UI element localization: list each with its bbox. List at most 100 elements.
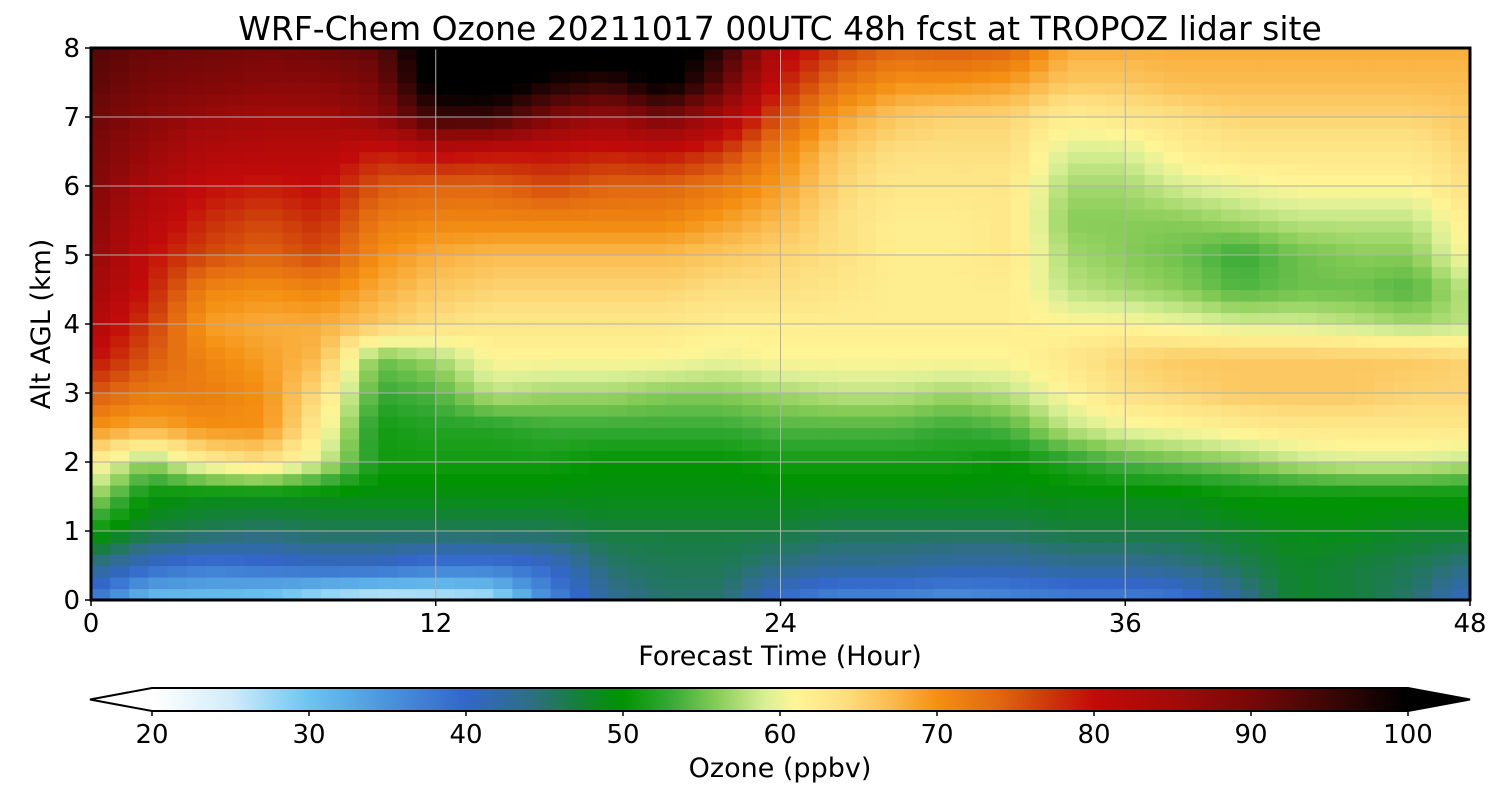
heatmap-cell	[1086, 439, 1107, 452]
heatmap-cell	[684, 71, 705, 84]
heatmap-cell	[742, 163, 762, 176]
heatmap-cell	[1163, 496, 1184, 509]
heatmap-cell	[110, 82, 130, 95]
heatmap-cell	[129, 565, 150, 578]
heatmap-cell	[1393, 140, 1414, 153]
heatmap-cell	[1355, 485, 1375, 498]
heatmap-cell	[320, 473, 341, 486]
heatmap-cell	[493, 278, 513, 291]
heatmap-cell	[320, 496, 341, 509]
heatmap-cell	[1297, 117, 1318, 130]
heatmap-cell	[1297, 542, 1318, 555]
heatmap-cell	[301, 531, 322, 544]
heatmap-cell	[416, 278, 437, 291]
heatmap-cell	[339, 565, 360, 578]
heatmap-cell	[1125, 542, 1145, 555]
heatmap-cell	[608, 255, 628, 268]
heatmap-cell	[627, 439, 648, 452]
heatmap-cell	[1393, 94, 1414, 107]
heatmap-cell	[646, 266, 667, 279]
heatmap-cell	[684, 450, 705, 463]
heatmap-cell	[416, 243, 437, 256]
heatmap-cell	[1182, 140, 1203, 153]
heatmap-cell	[1393, 416, 1414, 429]
heatmap-cell	[1182, 554, 1203, 567]
heatmap-cell	[416, 565, 437, 578]
heatmap-cell	[148, 220, 169, 233]
heatmap-cell	[837, 462, 858, 475]
heatmap-cell	[263, 531, 284, 544]
heatmap-cell	[837, 163, 858, 176]
heatmap-cell	[608, 128, 628, 141]
heatmap-cell	[627, 71, 648, 84]
heatmap-cell	[282, 209, 303, 222]
heatmap-cell	[742, 82, 762, 95]
heatmap-cell	[474, 508, 494, 521]
heatmap-cell	[665, 117, 686, 130]
heatmap-cell	[780, 485, 801, 498]
heatmap-cell	[742, 565, 762, 578]
heatmap-cell	[129, 289, 150, 302]
heatmap-cell	[857, 140, 877, 153]
heatmap-cell	[723, 94, 743, 107]
heatmap-cell	[991, 427, 1011, 440]
heatmap-cell	[339, 209, 360, 222]
heatmap-cell	[761, 381, 782, 394]
heatmap-cell	[818, 82, 839, 95]
heatmap-cell	[1335, 462, 1356, 475]
heatmap-cell	[799, 427, 820, 440]
heatmap-cell	[876, 243, 897, 256]
heatmap-cell	[761, 531, 782, 544]
heatmap-cell	[205, 485, 226, 498]
heatmap-cell	[1393, 577, 1414, 590]
heatmap-cell	[1355, 163, 1375, 176]
heatmap-cell	[1086, 301, 1107, 314]
heatmap-cell	[588, 404, 609, 417]
heatmap-cell	[723, 519, 743, 532]
heatmap-cell	[186, 220, 207, 233]
heatmap-cell	[205, 197, 226, 210]
heatmap-cell	[1335, 232, 1356, 245]
heatmap-cell	[1335, 416, 1356, 429]
heatmap-cell	[1163, 278, 1184, 291]
heatmap-cell	[608, 59, 628, 72]
heatmap-cell	[1182, 266, 1203, 279]
heatmap-cell	[282, 232, 303, 245]
heatmap-cell	[320, 358, 341, 371]
heatmap-cell	[665, 404, 686, 417]
heatmap-cell	[454, 439, 475, 452]
heatmap-cell	[1393, 439, 1414, 452]
heatmap-cell	[1297, 186, 1318, 199]
heatmap-cell	[1259, 278, 1280, 291]
heatmap-cell	[952, 335, 973, 348]
heatmap-cell	[1374, 278, 1394, 291]
heatmap-cell	[1278, 485, 1299, 498]
heatmap-cell	[1067, 416, 1088, 429]
heatmap-cell	[225, 577, 245, 590]
heatmap-cell	[110, 496, 130, 509]
heatmap-cell	[263, 301, 284, 314]
heatmap-cell	[1259, 82, 1280, 95]
heatmap-cell	[339, 358, 360, 371]
heatmap-cell	[301, 140, 322, 153]
heatmap-cell	[1393, 301, 1414, 314]
heatmap-cell	[876, 301, 897, 314]
heatmap-cell	[378, 324, 399, 337]
heatmap-cell	[1374, 531, 1394, 544]
heatmap-cell	[1010, 588, 1031, 600]
heatmap-cell	[435, 48, 456, 61]
heatmap-cell	[952, 151, 973, 164]
heatmap-cell	[1431, 128, 1452, 141]
heatmap-cell	[435, 577, 456, 590]
heatmap-cell	[1067, 163, 1088, 176]
heatmap-cell	[569, 508, 590, 521]
heatmap-cell	[454, 174, 475, 187]
heatmap-cell	[301, 324, 322, 337]
heatmap-cell	[110, 324, 130, 337]
heatmap-cell	[1431, 243, 1452, 256]
heatmap-cell	[952, 255, 973, 268]
heatmap-cell	[646, 197, 667, 210]
heatmap-cell	[359, 554, 379, 567]
heatmap-cell	[129, 243, 150, 256]
heatmap-cell	[1010, 71, 1031, 84]
